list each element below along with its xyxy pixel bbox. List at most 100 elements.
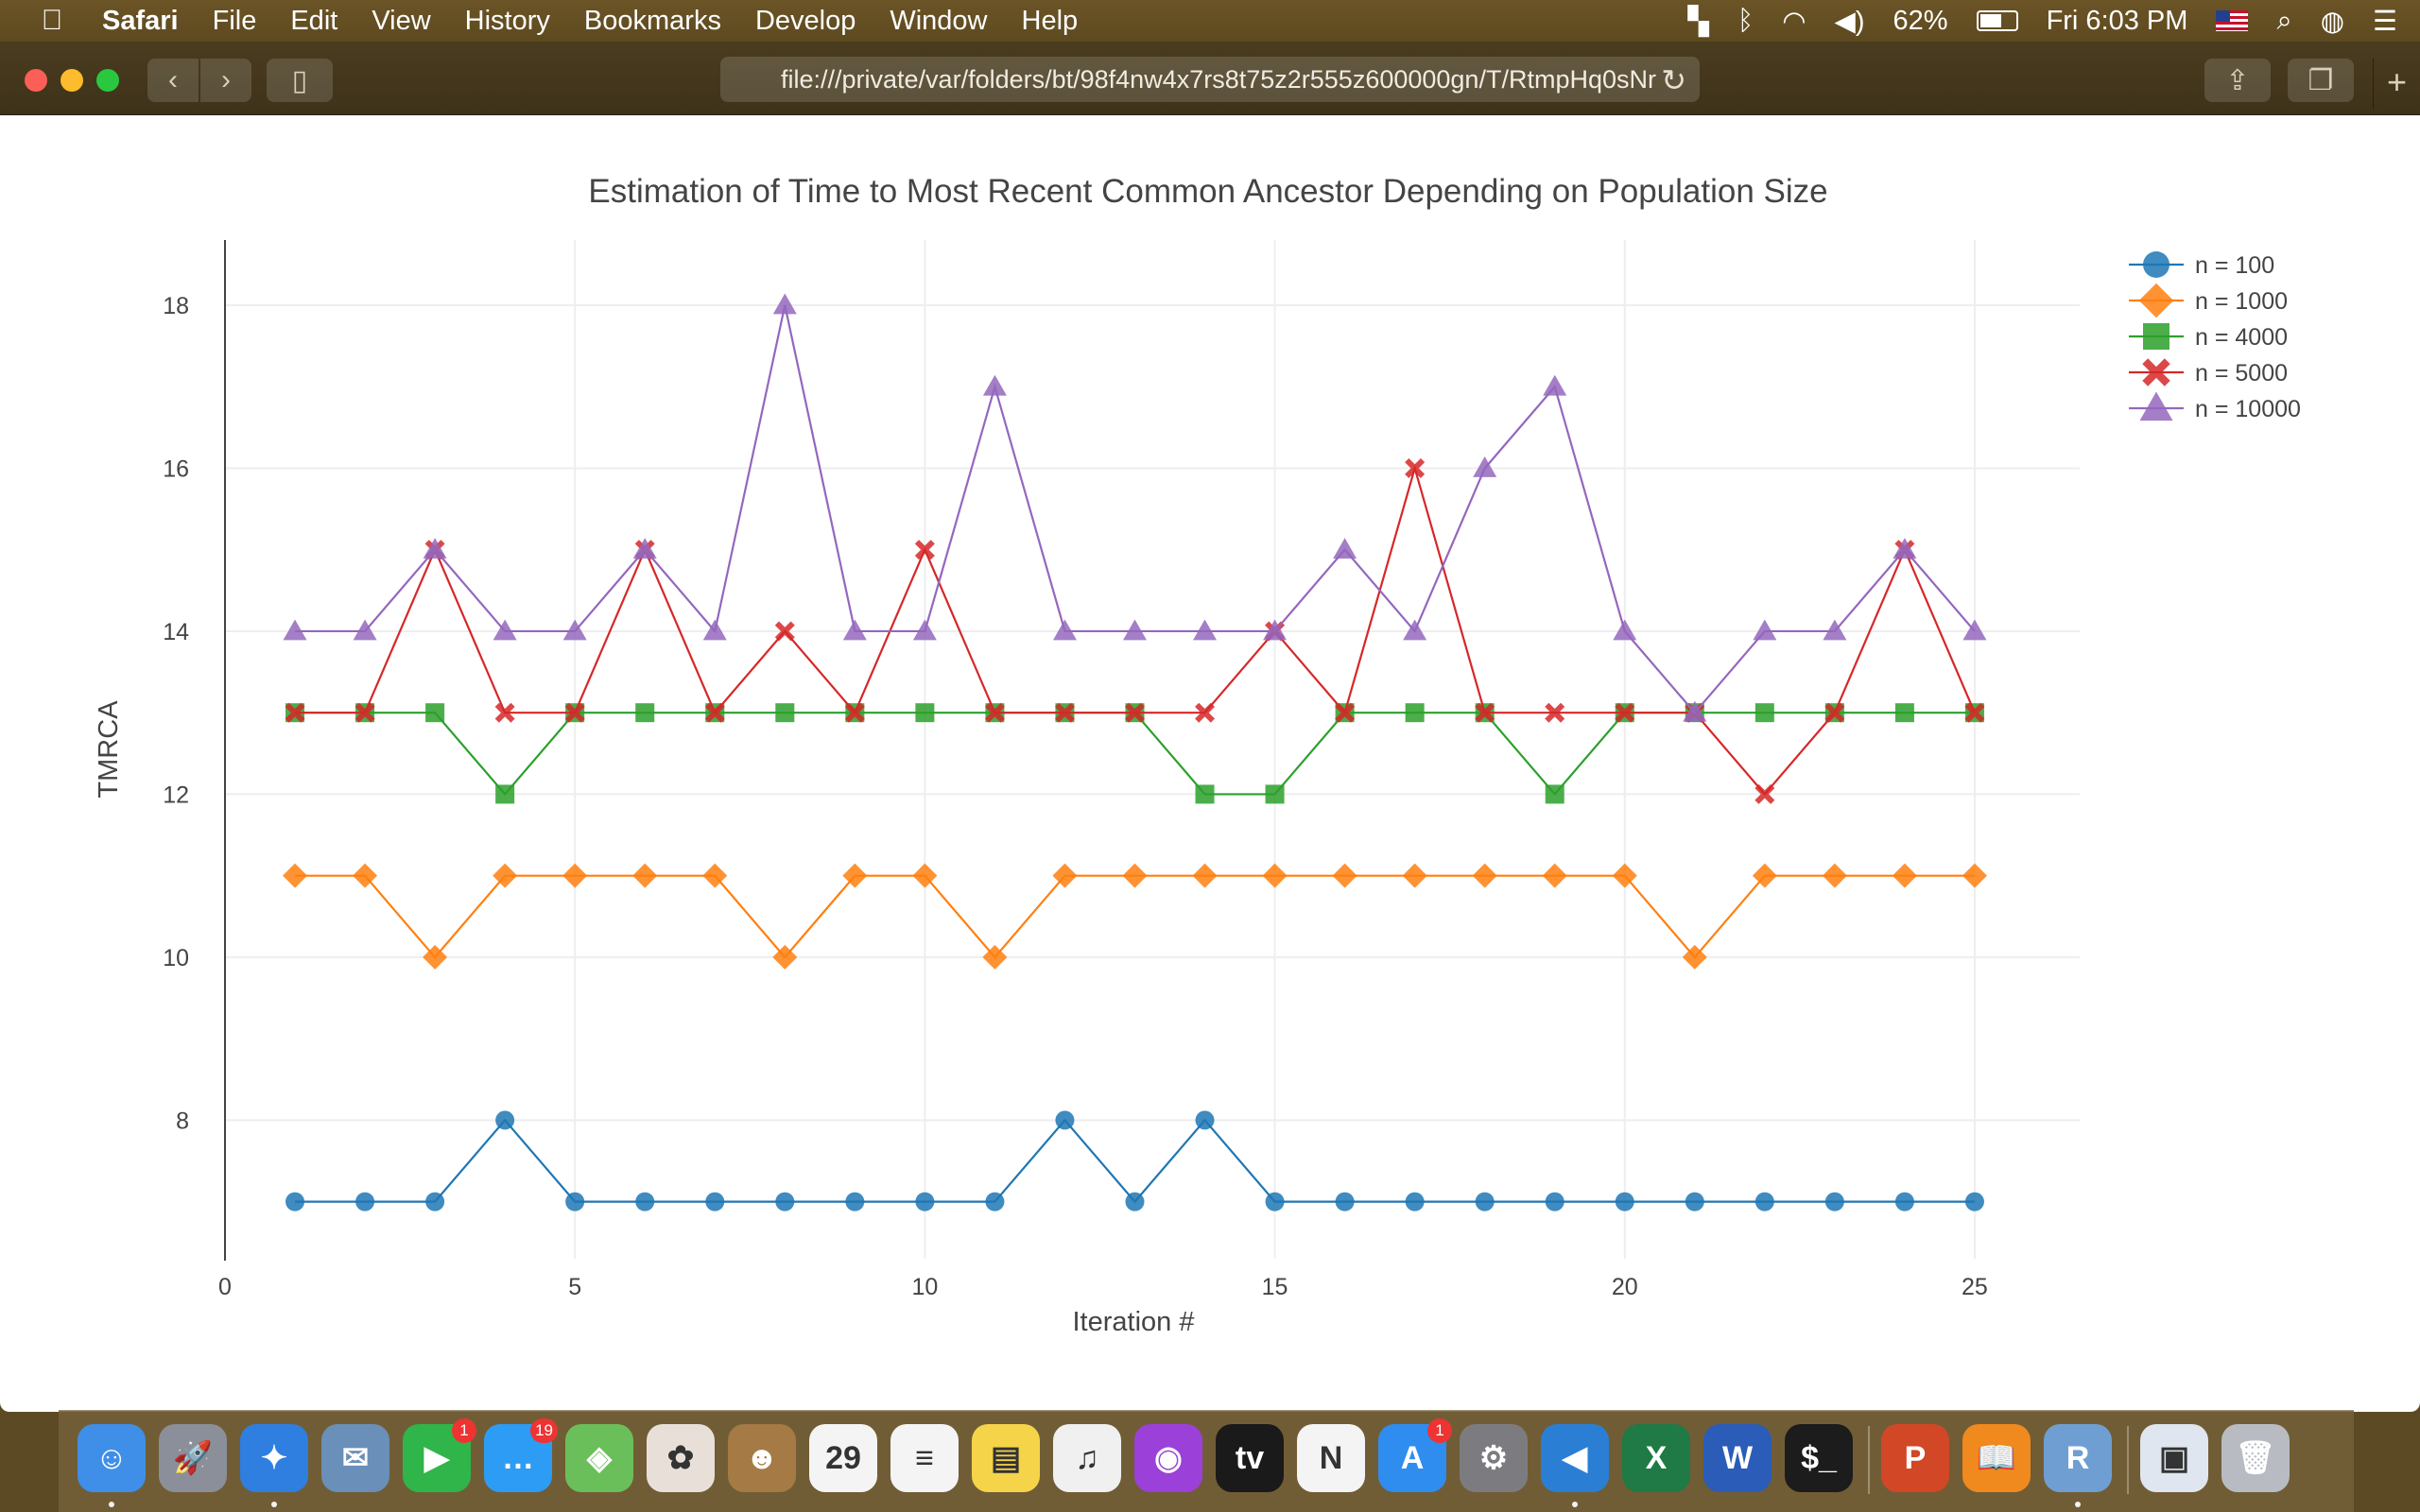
dock-safari-icon[interactable]: ✦	[240, 1424, 308, 1492]
menu-window[interactable]: Window	[890, 5, 988, 36]
dock-notes-icon[interactable]: ▤	[972, 1424, 1040, 1492]
legend-label-n1000: n = 1000	[2195, 288, 2288, 315]
menu-develop[interactable]: Develop	[754, 5, 856, 36]
dock-reminders-icon[interactable]: ≡	[890, 1424, 959, 1492]
data-point-n10000	[1403, 619, 1427, 641]
x-tick-label: 0	[218, 1274, 232, 1300]
y-axis-label: TMRCA	[94, 700, 124, 799]
spotlight-icon[interactable]: ⌕	[2276, 5, 2292, 36]
zoom-window-button[interactable]	[96, 69, 119, 92]
dock-terminal-icon[interactable]: $_	[1785, 1424, 1853, 1492]
data-point-n100	[355, 1192, 375, 1211]
y-tick-label: 16	[163, 455, 189, 482]
dock-facetime-icon[interactable]: ▶ 1	[403, 1418, 476, 1492]
dock-word-icon[interactable]: W	[1703, 1424, 1772, 1492]
dock-excel-icon[interactable]: X	[1622, 1424, 1690, 1492]
menu-help[interactable]: Help	[1021, 5, 1079, 36]
close-window-button[interactable]	[25, 69, 47, 92]
battery-percent[interactable]: 62%	[1893, 5, 1948, 36]
dock-vscode-icon[interactable]: ◀	[1541, 1424, 1609, 1492]
dock-photos-icon[interactable]: ✿	[647, 1424, 715, 1492]
dock-maps-icon[interactable]: ◈	[565, 1424, 633, 1492]
dock-powerpoint-icon[interactable]: P	[1881, 1424, 1949, 1492]
data-point-n10000	[353, 619, 377, 641]
address-bar[interactable]: file:///private/var/folders/bt/98f4nw4x7…	[720, 57, 1700, 102]
data-point-n1000	[1892, 863, 1917, 888]
news-glyph: N	[1319, 1439, 1343, 1476]
menu-app-name[interactable]: Safari	[102, 5, 179, 36]
data-point-n4000	[1894, 703, 1914, 723]
data-point-n10000	[912, 619, 937, 641]
r-glyph: R	[2066, 1439, 2090, 1476]
data-point-n5000	[494, 702, 515, 723]
legend-label-n4000: n = 4000	[2195, 324, 2288, 351]
x-tick-label: 20	[1612, 1274, 1638, 1300]
menu-file[interactable]: File	[212, 5, 257, 36]
dock-r-icon[interactable]: R	[2044, 1424, 2112, 1492]
control-center-icon[interactable]: ☰	[2373, 6, 2397, 37]
tab-overview-icon[interactable]: ❐	[2288, 59, 2354, 102]
series-line-n10000	[295, 304, 1976, 714]
dock-books-icon[interactable]: 📖	[1962, 1424, 2031, 1492]
dock-system-preferences-icon[interactable]: ⚙	[1460, 1424, 1528, 1492]
volume-icon[interactable]: ◀)	[1834, 6, 1865, 37]
data-point-n100	[425, 1192, 445, 1211]
dock-contacts-icon[interactable]: ☻	[728, 1424, 796, 1492]
app-store-glyph: A	[1400, 1439, 1425, 1476]
apple-menu-icon[interactable]: 	[25, 5, 79, 37]
battery-icon[interactable]	[1976, 10, 2018, 31]
dock-preview-icon[interactable]: ▣	[2140, 1424, 2208, 1492]
dock-mail-icon[interactable]: ✉	[321, 1424, 389, 1492]
dock-podcasts-icon[interactable]: ◉	[1134, 1424, 1202, 1492]
siri-icon[interactable]: ◍	[2320, 6, 2344, 37]
data-point-n100	[775, 1192, 795, 1211]
sidebar-toggle-icon[interactable]: ▯	[267, 59, 333, 102]
dock-trash-icon[interactable]: 🗑	[2221, 1424, 2290, 1492]
x-tick-label: 15	[1262, 1274, 1288, 1300]
data-point-n1000	[1192, 863, 1218, 888]
finder-glyph: ☺	[95, 1439, 129, 1476]
data-point-n100	[1265, 1192, 1285, 1211]
data-point-n5000	[1335, 702, 1356, 723]
dock-messages-icon[interactable]: … 19	[484, 1418, 558, 1492]
browser-toolbar: ‹ › ▯ file:///private/var/folders/bt/98f…	[0, 42, 2420, 115]
menu-edit[interactable]: Edit	[290, 5, 338, 36]
legend-marker-n5000	[2142, 358, 2170, 387]
menu-view[interactable]: View	[372, 5, 431, 36]
data-point-n100	[1545, 1192, 1564, 1211]
wifi-icon[interactable]: ◠	[1782, 6, 1806, 37]
menu-history[interactable]: History	[464, 5, 550, 36]
forward-button[interactable]: ›	[200, 59, 251, 102]
data-point-n10000	[1052, 619, 1077, 641]
new-tab-button[interactable]: +	[2373, 59, 2420, 110]
reload-icon[interactable]: ↻	[1661, 63, 1686, 97]
y-tick-label: 8	[176, 1108, 189, 1134]
dock-calendar-icon[interactable]: 29	[809, 1424, 877, 1492]
us-flag-icon[interactable]	[2216, 10, 2249, 31]
dock-music-icon[interactable]: ♫	[1053, 1424, 1121, 1492]
dock-finder-icon[interactable]: ☺	[78, 1424, 146, 1492]
running-indicator	[271, 1502, 277, 1507]
tv-glyph: tv	[1235, 1439, 1265, 1476]
messages-badge: 19	[530, 1418, 558, 1443]
share-icon[interactable]: ⇪	[2204, 59, 2271, 102]
dock-tv-icon[interactable]: tv	[1216, 1424, 1284, 1492]
dock-launchpad-icon[interactable]: 🚀	[159, 1424, 227, 1492]
back-button[interactable]: ‹	[147, 59, 199, 102]
menu-bookmarks[interactable]: Bookmarks	[583, 5, 721, 36]
clock[interactable]: Fri 6:03 PM	[2046, 5, 2188, 36]
data-point-n4000	[915, 703, 935, 723]
bluetooth-icon[interactable]: ᛒ	[1737, 5, 1754, 36]
legend-marker-n100	[2143, 251, 2169, 278]
data-point-n1000	[562, 863, 588, 888]
data-point-n1000	[1542, 863, 1567, 888]
minimize-window-button[interactable]	[60, 69, 83, 92]
magnet-icon[interactable]: ▚	[1687, 6, 1709, 37]
data-point-n100	[1894, 1192, 1914, 1211]
data-point-n5000	[1754, 783, 1775, 804]
preview-glyph: ▣	[2158, 1440, 2190, 1476]
data-point-n5000	[1195, 702, 1216, 723]
url-text: file:///private/var/folders/bt/98f4nw4x7…	[781, 64, 1656, 94]
dock-news-icon[interactable]: N	[1297, 1424, 1365, 1492]
